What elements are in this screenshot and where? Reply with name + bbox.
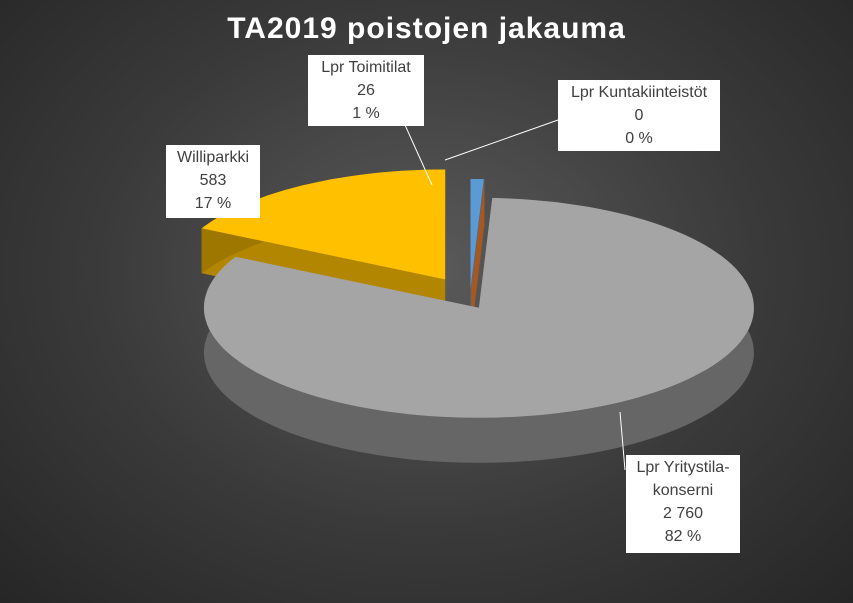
slice	[203, 197, 754, 418]
label-value: 26	[357, 82, 375, 99]
chart-title: TA2019 poistojen jakauma	[227, 12, 626, 45]
label-category: Lpr Toimitilat	[321, 59, 411, 76]
leader-line	[444, 119, 559, 161]
data-label: Williparkki 583 17 %	[166, 145, 260, 218]
slice	[201, 169, 446, 280]
label-percent: 1 %	[352, 105, 380, 122]
leader-line	[619, 411, 626, 471]
slice-wall	[471, 179, 485, 334]
label-value: 583	[199, 172, 227, 189]
label-percent: 17 %	[194, 195, 232, 212]
label-category: Williparkki	[177, 149, 249, 166]
label-percent: 0 %	[625, 130, 653, 147]
label-percent: 82 %	[664, 528, 702, 545]
label-category: Lpr Yritystila-konserni	[636, 459, 730, 499]
label-value: 2 760	[662, 505, 704, 522]
slice-tops	[201, 169, 754, 418]
slice	[470, 179, 484, 289]
leader-line	[404, 124, 433, 186]
label-category: Lpr Kuntakiinteistöt	[570, 84, 708, 101]
label-value: 0	[634, 107, 644, 124]
data-label: Lpr Kuntakiinteistöt 0 0 %	[558, 80, 720, 151]
data-label: Lpr Toimitilat 26 1 %	[308, 55, 424, 126]
data-label: Lpr Yritystila-konserni 2 760 82 %	[626, 455, 740, 553]
